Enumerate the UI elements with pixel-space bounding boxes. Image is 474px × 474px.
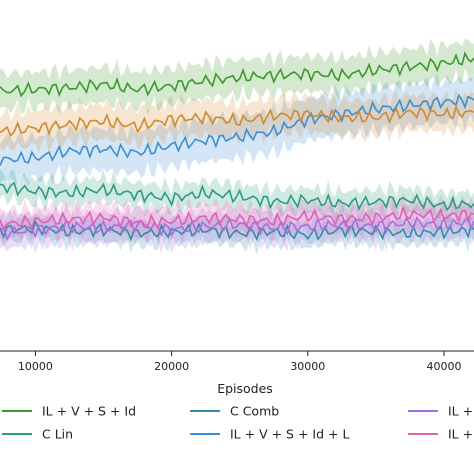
legend-entry: IL + xyxy=(408,404,473,419)
line-series-3 xyxy=(0,93,474,166)
legend-label: C Comb xyxy=(230,404,279,419)
x-axis-title: Episodes xyxy=(217,381,273,396)
legend-entry: IL + V + S + Id + L xyxy=(190,427,349,442)
legend-entry: IL + V + S + Id xyxy=(2,404,136,419)
legend-label: IL + V + S + Id xyxy=(42,404,136,419)
line-series-4 xyxy=(0,104,474,138)
band-series-3 xyxy=(0,73,474,187)
legend-entry: C Comb xyxy=(190,404,279,419)
confidence-bands xyxy=(0,39,474,255)
series-lines xyxy=(0,51,474,242)
x-tick-label: 30000 xyxy=(290,360,325,373)
band-series-4 xyxy=(0,87,474,154)
x-tick-label: 40000 xyxy=(427,360,462,373)
legend-label: IL + xyxy=(448,404,473,419)
line-series-1 xyxy=(0,181,474,212)
legend: IL + V + S + Id C Comb IL + C Lin IL + V + S… xyxy=(2,404,473,442)
line-series-5 xyxy=(0,215,474,241)
legend-entry: IL + xyxy=(408,427,473,442)
line-series-2 xyxy=(0,219,474,242)
legend-entry: C Lin xyxy=(2,427,73,442)
x-axis-ticks: 10000 20000 30000 40000 xyxy=(18,351,462,373)
line-series-6 xyxy=(0,205,474,231)
x-tick-label: 10000 xyxy=(18,360,53,373)
legend-label: C Lin xyxy=(42,427,73,442)
line-series-0 xyxy=(0,51,474,98)
band-series-6 xyxy=(0,191,474,244)
x-tick-label: 20000 xyxy=(154,360,189,373)
legend-label: IL + V + S + Id + L xyxy=(230,427,349,442)
legend-label: IL + xyxy=(448,427,473,442)
band-series-0 xyxy=(0,39,474,116)
band-series-2 xyxy=(0,209,474,255)
